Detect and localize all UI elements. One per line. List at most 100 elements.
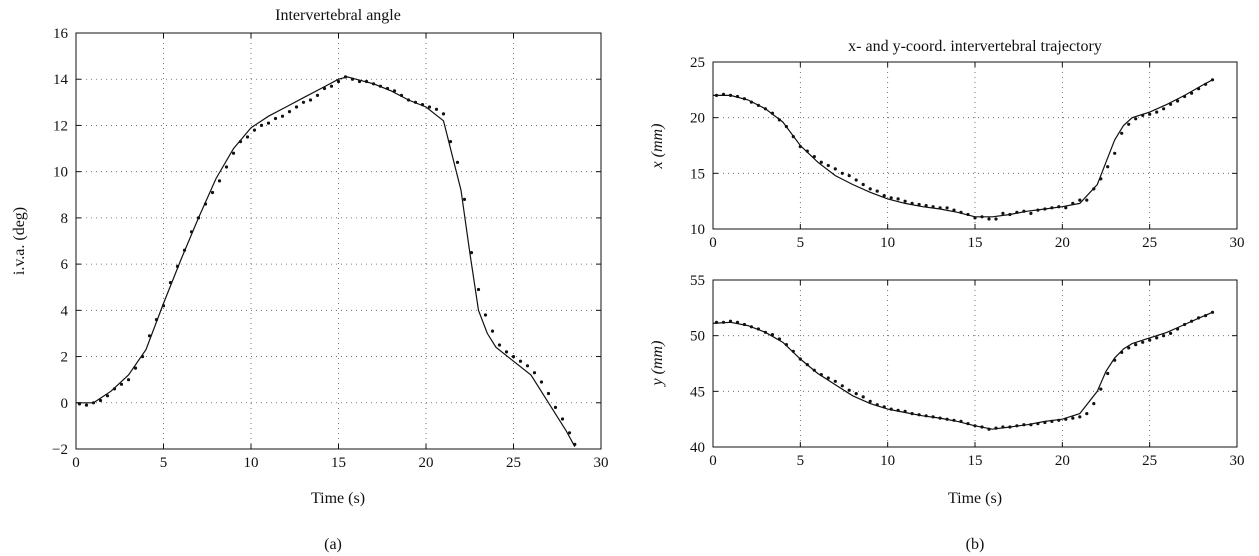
data-point [721,92,726,96]
data-point [1134,343,1138,347]
data-point [938,206,942,210]
data-point [1015,424,1019,428]
data-point [868,399,872,403]
data-point [868,187,872,191]
data-point [378,84,383,88]
ticks-b-bottom [712,279,1238,448]
x-tick-label: 25 [1142,453,1157,469]
x-axis-label-a: Time (s) [311,490,365,507]
data-point [791,349,795,353]
x-tick-label: 30 [594,455,609,471]
x-tick-label: 20 [419,455,434,471]
data-point [931,415,935,419]
data-point [1022,423,1026,427]
data-point [1092,187,1096,191]
data-point [1071,416,1075,420]
data-point [1204,82,1208,86]
chart-panel-b-top: 0 5 10 15 20 25 30 10 15 20 25 x- and y-coord. in… [649,38,1245,251]
data-point [266,121,271,125]
y-tick-label: 14 [53,72,69,88]
data-point [917,202,921,207]
data-point [805,149,809,153]
data-point [105,394,110,398]
data-point [1064,417,1068,421]
x-tick-label: 0 [72,455,80,471]
data-point [938,416,942,420]
x-tick-labels-b-top: 0 5 10 15 20 25 30 [709,235,1244,251]
data-point [791,135,795,139]
y-tick-label: 10 [53,165,68,181]
data-point [182,248,187,252]
y-tick-label: 20 [690,111,705,127]
data-point [287,110,292,114]
data-point [1204,314,1208,318]
data-point [1043,207,1047,211]
y-tick-label: 0 [61,396,69,412]
data-point [469,251,474,255]
data-point [861,182,865,187]
data-point [994,217,998,221]
series-a [76,75,577,447]
y-tick-label: 8 [61,211,69,227]
data-point [980,425,984,429]
data-point [812,368,816,372]
data-point [448,140,453,144]
data-point [133,366,138,370]
plot-frame-a [75,32,602,450]
data-point [476,287,481,292]
data-point [217,179,222,183]
data-point [189,230,194,234]
y-tick-label: 45 [690,384,705,400]
data-point [959,419,963,423]
data-point [364,79,369,84]
y-tick-label: 16 [53,26,69,42]
data-point [1183,322,1187,327]
data-point [1071,201,1075,205]
data-point [1078,198,1082,202]
y-tick-label: −2 [52,442,68,458]
data-point [931,205,935,209]
x-tick-label: 20 [1055,453,1070,469]
y-axis-label-a: i.v.a. (deg) [11,207,28,275]
data-point [1113,151,1117,155]
y-axis-label-b-top: x (mm) [649,124,666,170]
data-point [875,403,879,407]
data-point [924,414,928,418]
data-point [532,371,537,375]
data-point [420,103,425,107]
data-point [175,264,180,268]
data-point [819,160,823,164]
x-tick-label: 15 [968,235,983,251]
data-point [749,325,754,329]
data-point [1015,210,1019,214]
data-point [1085,198,1089,202]
data-point [196,216,201,220]
x-tick-label: 0 [709,235,717,251]
y-tick-label: 55 [690,273,705,289]
data-point [1043,420,1047,425]
data-point [1190,91,1194,95]
data-point [882,194,886,198]
grid-b-bottom [713,280,1237,447]
data-point [1141,113,1145,117]
data-point [77,402,82,406]
data-point [1092,402,1096,406]
data-point [441,112,446,116]
data-point [952,208,956,212]
data-point [945,206,949,210]
data-point [1169,102,1173,106]
data-point [455,160,460,164]
data-point [910,201,914,205]
data-point [308,98,313,102]
data-point [280,114,285,118]
data-point [483,313,488,317]
x-tick-label: 0 [709,453,717,469]
data-point [1183,94,1187,99]
data-point [1050,419,1054,423]
data-point [903,199,907,203]
data-point [889,196,893,200]
data-point [826,376,830,380]
data-point [847,388,851,392]
data-point [896,408,900,412]
x-tick-label: 20 [1055,235,1070,251]
